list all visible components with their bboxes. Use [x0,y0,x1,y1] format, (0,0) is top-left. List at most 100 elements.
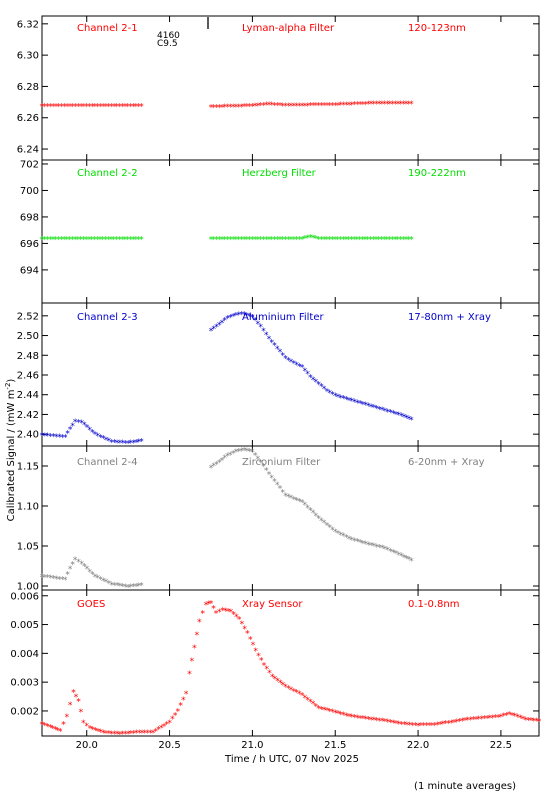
data-point: * [510,711,515,721]
data-point: * [463,717,468,727]
data-point: * [115,582,120,592]
data-point: * [322,235,327,245]
data-point: * [474,715,479,725]
data-point: * [368,235,373,245]
data-point: * [46,574,51,584]
data-point: * [264,235,269,245]
data-point: * [251,641,256,651]
y-tick-label: 1.05 [17,542,39,553]
data-point: * [236,311,241,321]
data-point: * [319,517,324,527]
data-point: * [407,556,412,566]
data-point: * [131,583,136,593]
data-point: * [134,438,139,448]
data-point: * [390,100,395,110]
data-point: * [322,706,327,716]
y-tick-label: 696 [20,239,39,250]
data-point: * [534,717,539,727]
data-point: * [54,103,59,113]
data-point: * [369,403,374,413]
data-point: * [229,608,234,618]
data-point: * [352,537,357,547]
data-point: * [281,681,286,691]
data-point: * [256,455,261,465]
data-point: * [454,718,459,728]
data-point: * [118,582,123,592]
data-point: * [204,601,209,611]
data-point: * [355,714,360,724]
data-point: * [170,715,175,725]
data-point: * [344,235,349,245]
data-point: * [220,103,225,113]
data-point: * [369,100,374,110]
data-point: * [209,327,214,337]
data-point: * [477,715,482,725]
data-point: * [73,418,78,428]
data-point: * [89,235,94,245]
data-point: * [217,459,222,469]
data-point: * [308,102,313,112]
data-point: * [211,462,216,472]
data-point: * [435,721,440,731]
y-tick-label: 700 [20,186,39,197]
panel-3: 2.40 2.42 2.44 2.46 2.48 2.50 2.52 Channel 2-3 A… [17,302,540,450]
data-point: * [256,320,261,330]
data-point: * [65,103,70,113]
y-tick-label: 2.52 [17,311,39,322]
data-point: * [391,549,396,559]
data-point: * [76,418,81,428]
data-point: * [242,625,247,635]
data-point: * [336,393,341,403]
data-point: * [341,101,346,111]
data-point: * [98,235,103,245]
data-point: * [68,426,73,436]
x-tick-label: 20.5 [158,740,180,751]
data-point: * [84,235,89,245]
data-point: * [303,367,308,377]
data-point: * [55,727,60,737]
data-point: * [51,724,56,734]
data-point: * [327,235,332,245]
data-point: * [382,100,387,110]
data-point: * [363,715,368,725]
data-point: * [73,556,78,566]
data-point: * [139,582,144,592]
data-point: * [300,364,305,374]
data-point: * [283,355,288,365]
data-point: * [107,580,112,590]
data-point: * [40,103,45,113]
data-point: * [339,101,344,111]
data-point: * [117,235,122,245]
data-point: * [339,710,344,720]
data-point: * [377,544,382,554]
data-point: * [267,669,272,679]
data-point: * [283,492,288,502]
data-point: * [311,376,316,386]
data-point: * [316,705,321,715]
y-tick-label: 702 [20,159,39,170]
data-point: * [258,323,263,333]
data-point: * [151,729,156,739]
data-point: * [258,459,263,469]
data-point: * [226,608,231,618]
data-point: * [404,555,409,565]
data-point: * [237,615,242,625]
data-point: * [239,235,244,245]
data-point: * [214,103,219,113]
data-point: * [303,102,308,112]
data-point: * [206,600,211,610]
data-point: * [281,102,286,112]
data-point: * [129,730,134,740]
data-point: * [250,313,255,323]
data-point: * [390,235,395,245]
data-point: * [361,539,366,549]
data-point: * [265,665,270,675]
data-point: * [256,235,261,245]
data-point: * [187,670,192,680]
data-point: * [388,718,393,728]
data-point: * [217,321,222,331]
data-point: * [269,235,274,245]
data-point: * [267,335,272,345]
data-point: * [369,542,374,552]
data-point: * [109,439,114,449]
